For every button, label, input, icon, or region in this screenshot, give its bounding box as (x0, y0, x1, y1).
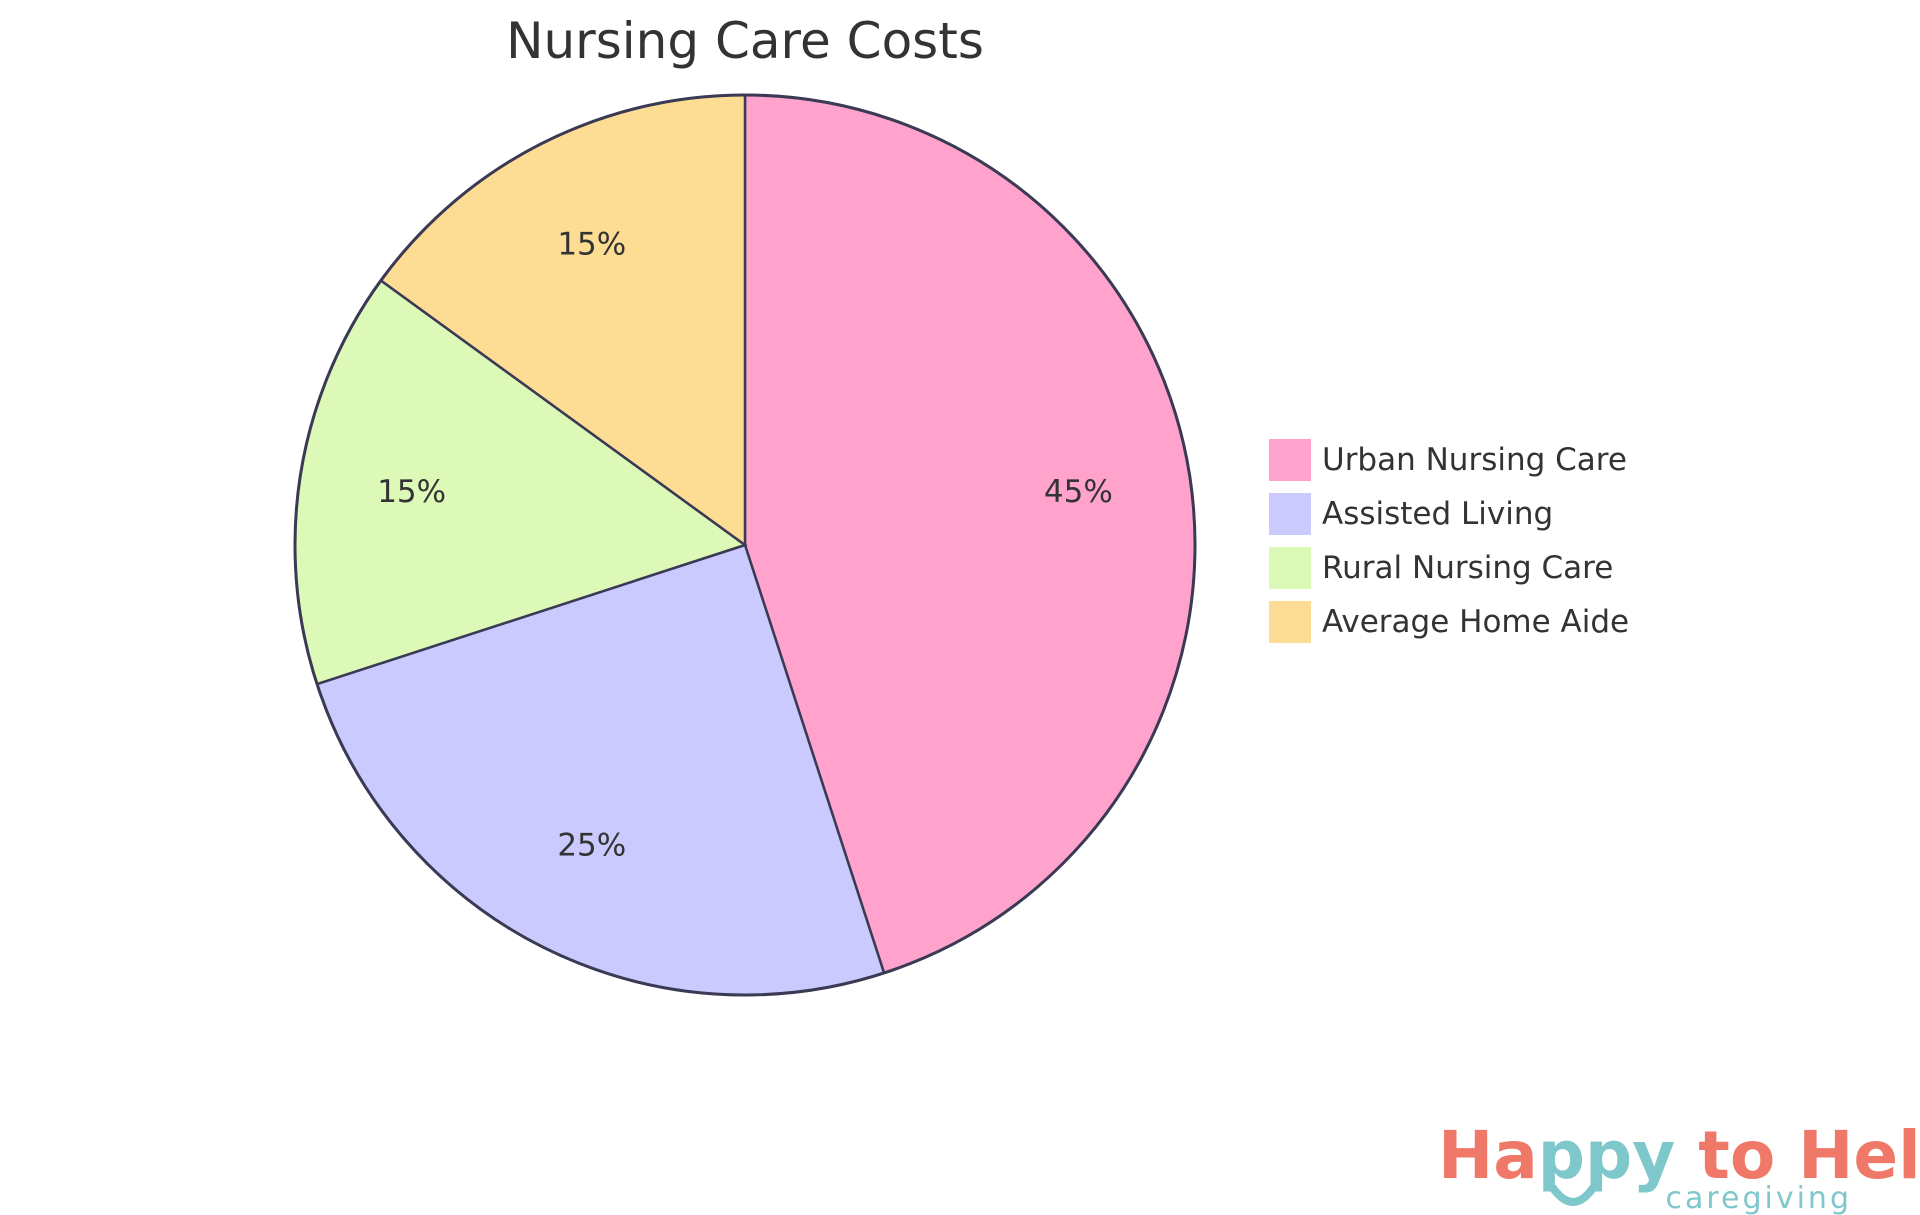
pie-slice-labels: 45% 25% 15% 15% (377, 226, 1113, 863)
pie-outline (293, 93, 1197, 997)
legend: Urban Nursing Care Assisted Living Rural N… (1267, 437, 1629, 645)
legend-label: Rural Nursing Care (1322, 550, 1613, 586)
logo-wordmark: Happy to Help (1438, 1117, 1920, 1194)
legend-label: Urban Nursing Care (1322, 442, 1627, 478)
legend-swatch (1267, 491, 1313, 537)
legend-swatch (1267, 437, 1313, 483)
pie-slices (293, 93, 1197, 997)
legend-label: Assisted Living (1322, 496, 1553, 532)
logo-word-happy-end: ppy (1538, 1117, 1676, 1194)
slice-label: 25% (557, 828, 626, 864)
chart-title: Nursing Care Costs (506, 12, 984, 70)
slice-label: 15% (557, 226, 626, 262)
legend-label: Average Home Aide (1322, 604, 1629, 640)
logo-word-to: to (1698, 1117, 1775, 1194)
brand-logo: Happy to Help caregiving (1438, 1117, 1920, 1215)
slice-label: 15% (377, 474, 446, 510)
logo-subtitle: caregiving (1665, 1181, 1852, 1215)
legend-swatch (1267, 599, 1313, 645)
slice-label: 45% (1044, 474, 1113, 510)
logo-smile-icon (1549, 1184, 1597, 1206)
legend-swatch (1267, 545, 1313, 591)
logo-word-happy-start: Ha (1438, 1117, 1538, 1194)
logo-word-help: Help (1798, 1117, 1920, 1194)
